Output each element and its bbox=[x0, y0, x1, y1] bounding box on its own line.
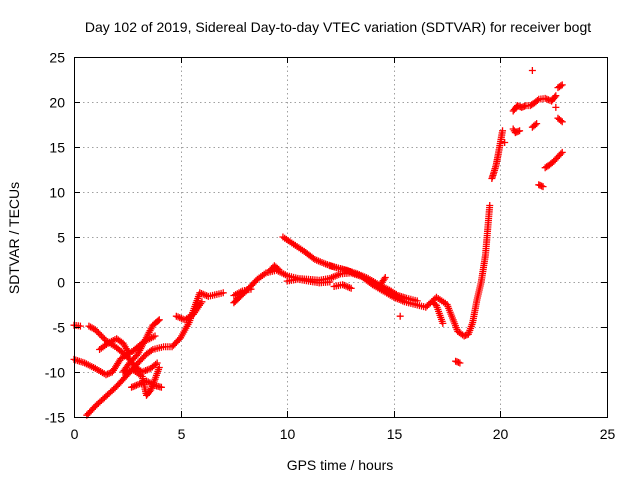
data-point bbox=[151, 332, 159, 340]
y-tick-label: 10 bbox=[49, 185, 65, 201]
x-tick-label: 10 bbox=[280, 426, 296, 442]
data-point bbox=[219, 289, 227, 297]
y-tick-label: 20 bbox=[49, 95, 65, 111]
data-point bbox=[516, 127, 524, 135]
data-point bbox=[533, 97, 541, 104]
data-point bbox=[273, 264, 281, 272]
series-track-d bbox=[230, 202, 494, 367]
data-point bbox=[380, 275, 388, 283]
y-tick-label: -5 bbox=[53, 320, 66, 336]
data-point bbox=[102, 371, 110, 379]
data-point bbox=[557, 117, 565, 125]
data-point bbox=[558, 81, 566, 89]
data-point bbox=[155, 316, 163, 324]
data-point bbox=[129, 383, 137, 391]
x-tick-label: 0 bbox=[71, 426, 79, 442]
x-tick-label: 25 bbox=[600, 426, 616, 442]
data-point bbox=[531, 121, 539, 129]
data-point bbox=[97, 332, 105, 340]
data-point bbox=[558, 118, 566, 126]
series-track-c bbox=[83, 289, 227, 419]
data-point bbox=[198, 298, 206, 306]
data-points bbox=[70, 67, 566, 419]
data-point bbox=[154, 317, 162, 325]
data-point bbox=[125, 350, 133, 358]
data-point bbox=[326, 278, 334, 286]
y-tick-label: 5 bbox=[57, 230, 65, 246]
x-tick-label: 15 bbox=[387, 426, 403, 442]
data-point bbox=[153, 359, 161, 367]
x-tick-label: 20 bbox=[493, 426, 509, 442]
data-point bbox=[552, 92, 560, 100]
x-tick-label: 5 bbox=[178, 426, 186, 442]
data-point bbox=[131, 382, 139, 390]
data-point bbox=[543, 95, 551, 103]
data-point bbox=[456, 359, 464, 367]
data-point bbox=[157, 383, 165, 391]
data-point bbox=[132, 381, 140, 389]
data-point bbox=[105, 369, 113, 377]
data-point bbox=[557, 82, 565, 90]
data-point bbox=[93, 327, 101, 335]
data-point bbox=[128, 383, 136, 391]
data-point bbox=[396, 312, 404, 320]
data-point bbox=[275, 265, 283, 273]
x-axis-ticks: 0 5 10 15 20 25 bbox=[71, 57, 616, 442]
data-point bbox=[91, 326, 99, 334]
data-point bbox=[499, 127, 507, 135]
data-point bbox=[347, 268, 355, 276]
y-tick-label: -10 bbox=[45, 365, 65, 381]
data-point bbox=[152, 360, 160, 368]
series-track-b bbox=[70, 321, 161, 376]
data-point bbox=[96, 330, 104, 338]
series-track-e bbox=[279, 233, 421, 305]
data-point bbox=[147, 347, 155, 355]
y-tick-label: 15 bbox=[49, 140, 65, 156]
x-axis-label: GPS time / hours bbox=[287, 457, 394, 473]
data-point bbox=[76, 322, 84, 330]
data-point bbox=[104, 370, 112, 378]
data-point bbox=[155, 364, 163, 371]
data-point bbox=[533, 120, 541, 128]
series-track-f bbox=[488, 67, 566, 191]
data-point bbox=[94, 329, 102, 337]
data-point bbox=[99, 333, 107, 341]
data-point bbox=[557, 150, 565, 158]
data-point bbox=[552, 103, 560, 111]
data-point bbox=[501, 139, 509, 146]
y-axis-ticks: -15 -10 -5 0 5 10 15 20 25 bbox=[45, 50, 607, 426]
y-tick-label: 25 bbox=[49, 50, 65, 66]
data-point bbox=[528, 67, 536, 74]
y-tick-label: 0 bbox=[57, 275, 65, 291]
data-point bbox=[413, 297, 421, 305]
data-point bbox=[247, 285, 255, 293]
data-point bbox=[347, 284, 355, 292]
data-point bbox=[558, 148, 566, 156]
data-point bbox=[541, 94, 549, 102]
data-point bbox=[551, 93, 559, 101]
data-point bbox=[439, 319, 447, 327]
y-tick-label: -15 bbox=[45, 410, 65, 426]
chart-title: Day 102 of 2019, Sidereal Day-to-day VTE… bbox=[85, 19, 591, 35]
data-point bbox=[381, 274, 389, 281]
data-point bbox=[486, 202, 494, 209]
data-point bbox=[539, 183, 547, 191]
y-axis-label: SDTVAR / TECUs bbox=[6, 182, 22, 294]
